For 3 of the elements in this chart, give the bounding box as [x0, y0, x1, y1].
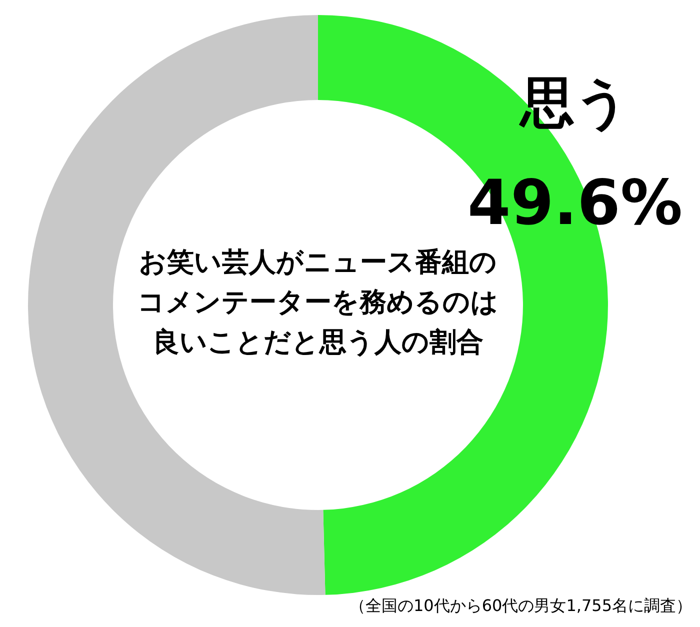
slice-label: 思う: [518, 71, 630, 134]
text: （全国の10代から60代の男女1,755名に調査）: [349, 596, 692, 615]
text: お笑い芸人がニュース番組のコメンテーターを務めるのは良いことだと思う人の割合: [138, 247, 498, 358]
